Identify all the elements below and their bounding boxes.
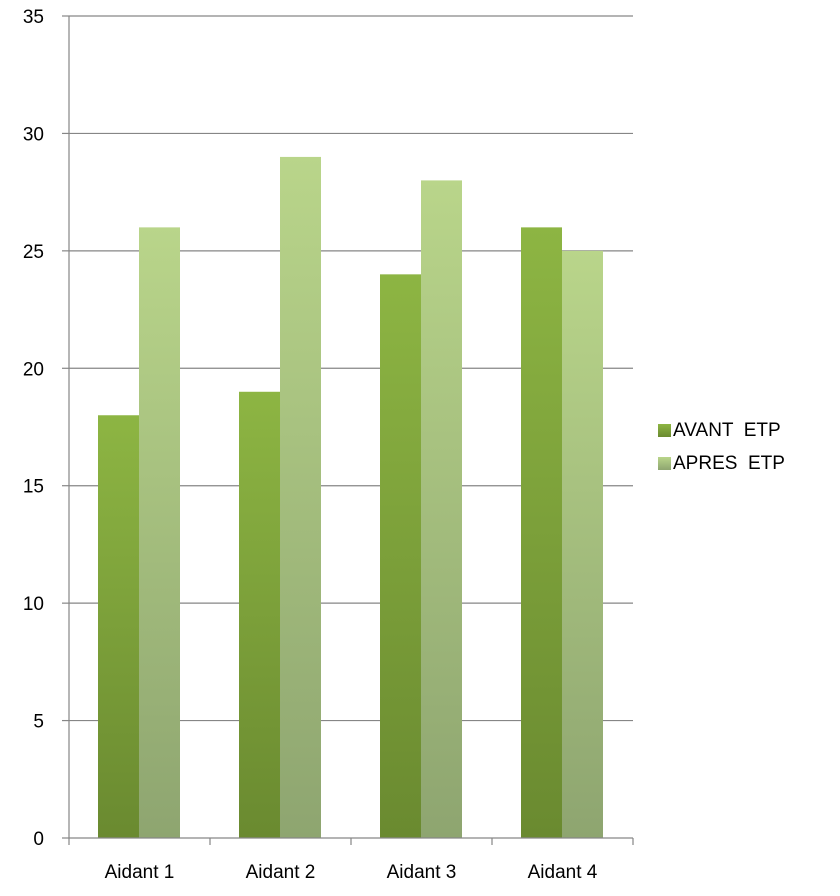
- bars: [98, 156, 603, 838]
- axes: [62, 15, 634, 845]
- legend-swatch-apres: [658, 457, 671, 470]
- bar-apres: [280, 156, 321, 838]
- legend-label-apres: APRES ETP: [673, 453, 785, 474]
- y-tick-label: 15: [23, 477, 44, 498]
- bar-apres: [421, 180, 462, 838]
- y-tick-label: 30: [23, 124, 44, 145]
- x-category-label: Aidant 2: [246, 862, 316, 883]
- y-tick-label: 10: [23, 594, 44, 615]
- bar-avant: [98, 415, 139, 838]
- y-tick-label: 25: [23, 242, 44, 263]
- x-category-label: Aidant 3: [387, 862, 457, 883]
- y-axis-tick-labels: 0 5 10 15 20 25 30 35: [23, 7, 44, 850]
- y-tick-label: 20: [23, 359, 44, 380]
- x-category-label: Aidant 4: [528, 862, 598, 883]
- legend-label-avant: AVANT ETP: [673, 420, 781, 441]
- y-tick-label: 5: [33, 712, 44, 733]
- y-tick-label: 35: [23, 7, 44, 28]
- bar-avant: [239, 391, 280, 838]
- legend-swatch-avant: [658, 424, 671, 437]
- bar-apres: [562, 250, 603, 838]
- x-axis-category-labels: Aidant 1 Aidant 2 Aidant 3 Aidant 4: [105, 862, 598, 883]
- y-tick-label: 0: [33, 829, 44, 850]
- bar-apres: [139, 227, 180, 838]
- bar-avant: [380, 274, 421, 838]
- legend: AVANT ETP APRES ETP: [658, 420, 785, 474]
- bar-avant: [521, 227, 562, 838]
- x-category-label: Aidant 1: [105, 862, 175, 883]
